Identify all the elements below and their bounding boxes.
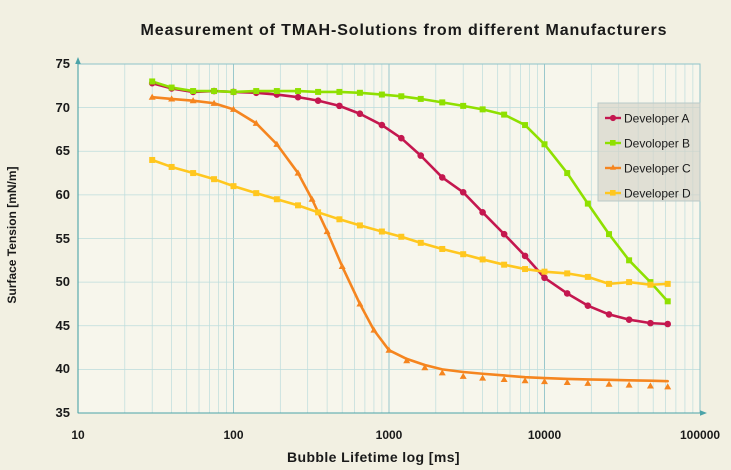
- svg-text:Developer D: Developer D: [624, 187, 691, 201]
- svg-text:Devoloper B: Devoloper B: [624, 137, 690, 151]
- svg-text:Developer A: Developer A: [624, 112, 689, 126]
- svg-text:Developer C: Developer C: [624, 162, 691, 176]
